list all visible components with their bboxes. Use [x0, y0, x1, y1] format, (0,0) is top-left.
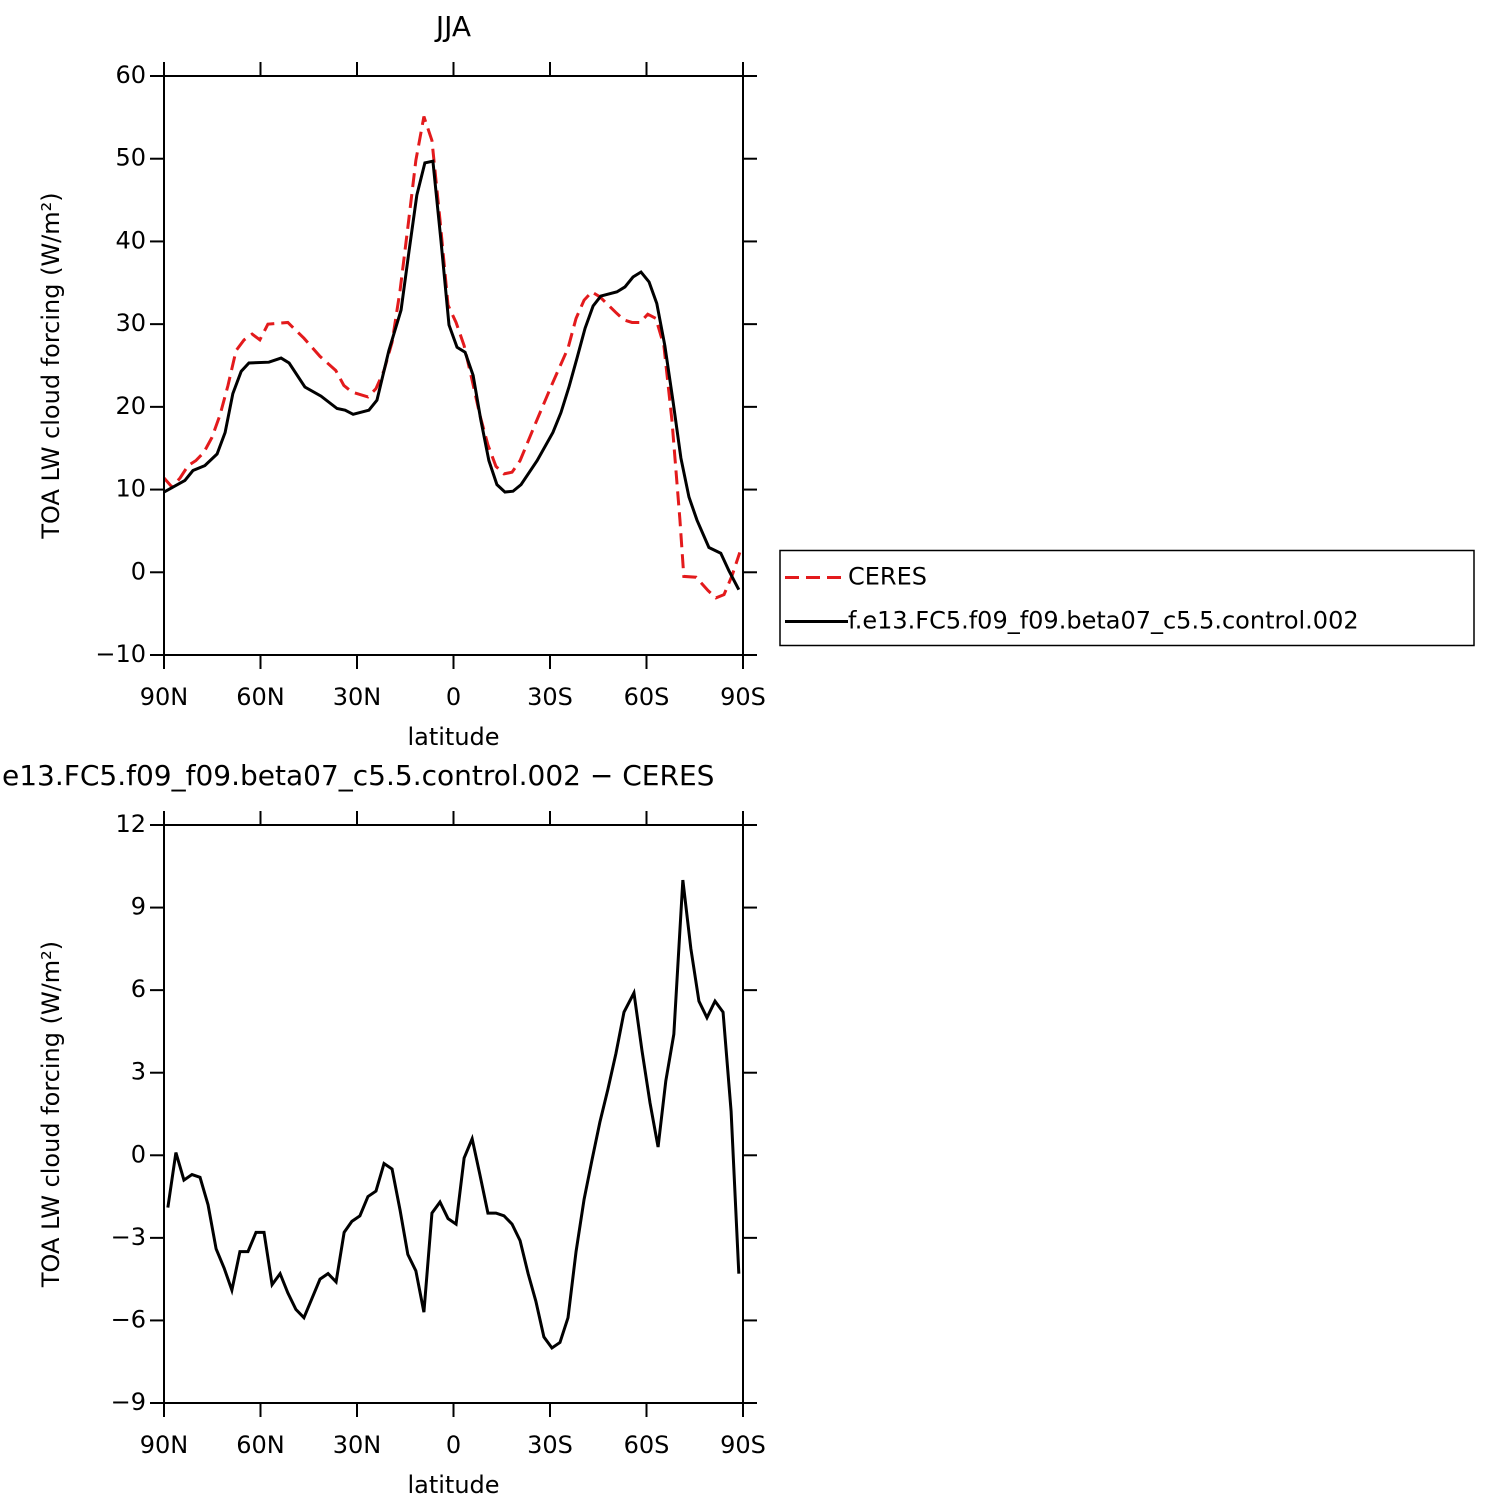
plot-frame: [163, 824, 744, 1404]
chart-title: JJA: [434, 10, 471, 43]
y-tick-label: 10: [115, 475, 146, 503]
data-line: [164, 159, 741, 591]
x-axis-label: latitude: [407, 723, 499, 751]
y-tick-label: 60: [115, 61, 146, 89]
y-tick-label: −9: [111, 1388, 146, 1416]
x-tick-label: 60S: [624, 1431, 670, 1459]
y-tick-label: 30: [115, 309, 146, 337]
y-axis-label: TOA LW cloud forcing (W/m²): [37, 192, 65, 539]
data-line: [166, 879, 741, 1351]
x-tick-label: 60N: [236, 1431, 285, 1459]
plot-frame: [163, 75, 744, 656]
data-line: [164, 116, 742, 600]
legend-box: [779, 549, 1475, 647]
x-tick-label: 90N: [140, 1431, 189, 1459]
x-tick-label: 30N: [333, 1431, 382, 1459]
y-tick-label: 9: [131, 893, 146, 921]
y-tick-label: 6: [131, 975, 146, 1003]
y-tick-label: −10: [95, 640, 146, 668]
x-tick-label: 0: [446, 1431, 461, 1459]
x-tick-label: 0: [446, 683, 461, 711]
x-axis-label: latitude: [407, 1471, 499, 1499]
x-tick-label: 90S: [720, 683, 766, 711]
y-tick-label: 0: [131, 557, 146, 585]
y-tick-label: 0: [131, 1140, 146, 1168]
x-tick-label: 60N: [236, 683, 285, 711]
legend-label: f.e13.FC5.f09_f09.beta07_c5.5.control.00…: [848, 607, 1359, 635]
chart-title: e13.FC5.f09_f09.beta07_c5.5.control.002 …: [2, 759, 714, 792]
y-tick-label: 3: [131, 1058, 146, 1086]
legend-label: CERES: [848, 563, 927, 591]
x-tick-label: 30S: [527, 683, 573, 711]
x-tick-label: 30N: [333, 683, 382, 711]
y-tick-label: 50: [115, 144, 146, 172]
x-tick-label: 90N: [140, 683, 189, 711]
y-tick-label: 12: [115, 810, 146, 838]
y-axis-label: TOA LW cloud forcing (W/m²): [37, 941, 65, 1288]
y-tick-label: 20: [115, 392, 146, 420]
y-tick-label: −3: [111, 1223, 146, 1251]
x-tick-label: 30S: [527, 1431, 573, 1459]
y-tick-label: 40: [115, 226, 146, 254]
x-tick-label: 90S: [720, 1431, 766, 1459]
y-tick-label: −6: [111, 1305, 146, 1333]
x-tick-label: 60S: [624, 683, 670, 711]
